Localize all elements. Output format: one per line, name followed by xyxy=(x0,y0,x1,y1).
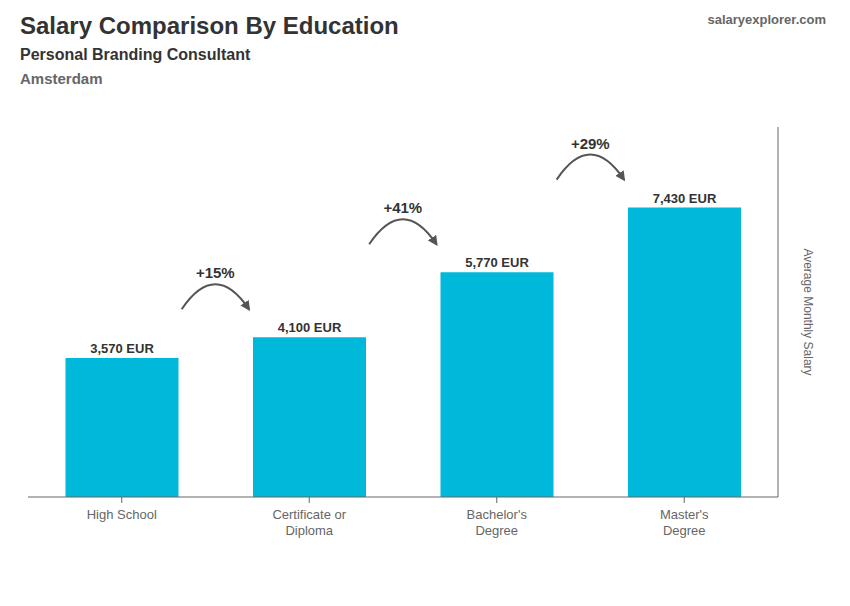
svg-text:Master'sDegree: Master'sDegree xyxy=(660,507,709,538)
svg-text:+41%: +41% xyxy=(383,199,422,216)
svg-text:Average Monthly Salary: Average Monthly Salary xyxy=(801,248,815,375)
svg-text:High School: High School xyxy=(87,507,157,522)
svg-text:Certificate orDiploma: Certificate orDiploma xyxy=(272,507,346,538)
svg-text:3,570 EUR: 3,570 EUR xyxy=(90,341,154,356)
html-text:salaryexplorer.com: salaryexplorer.com xyxy=(707,12,826,27)
svg-text:7,430 EUR: 7,430 EUR xyxy=(653,191,717,206)
svg-text:+29%: +29% xyxy=(571,135,610,152)
svg-text:Bachelor'sDegree: Bachelor'sDegree xyxy=(467,507,528,538)
html-text:Salary Comparison By Education: Salary Comparison By Education xyxy=(20,12,399,39)
svg-text:5,770 EUR: 5,770 EUR xyxy=(465,255,529,270)
html-text:Personal Branding Consultant: Personal Branding Consultant xyxy=(20,46,251,63)
svg-text:4,100 EUR: 4,100 EUR xyxy=(278,320,342,335)
svg-text:+15%: +15% xyxy=(196,264,235,281)
html-text:Amsterdam: Amsterdam xyxy=(20,70,103,87)
